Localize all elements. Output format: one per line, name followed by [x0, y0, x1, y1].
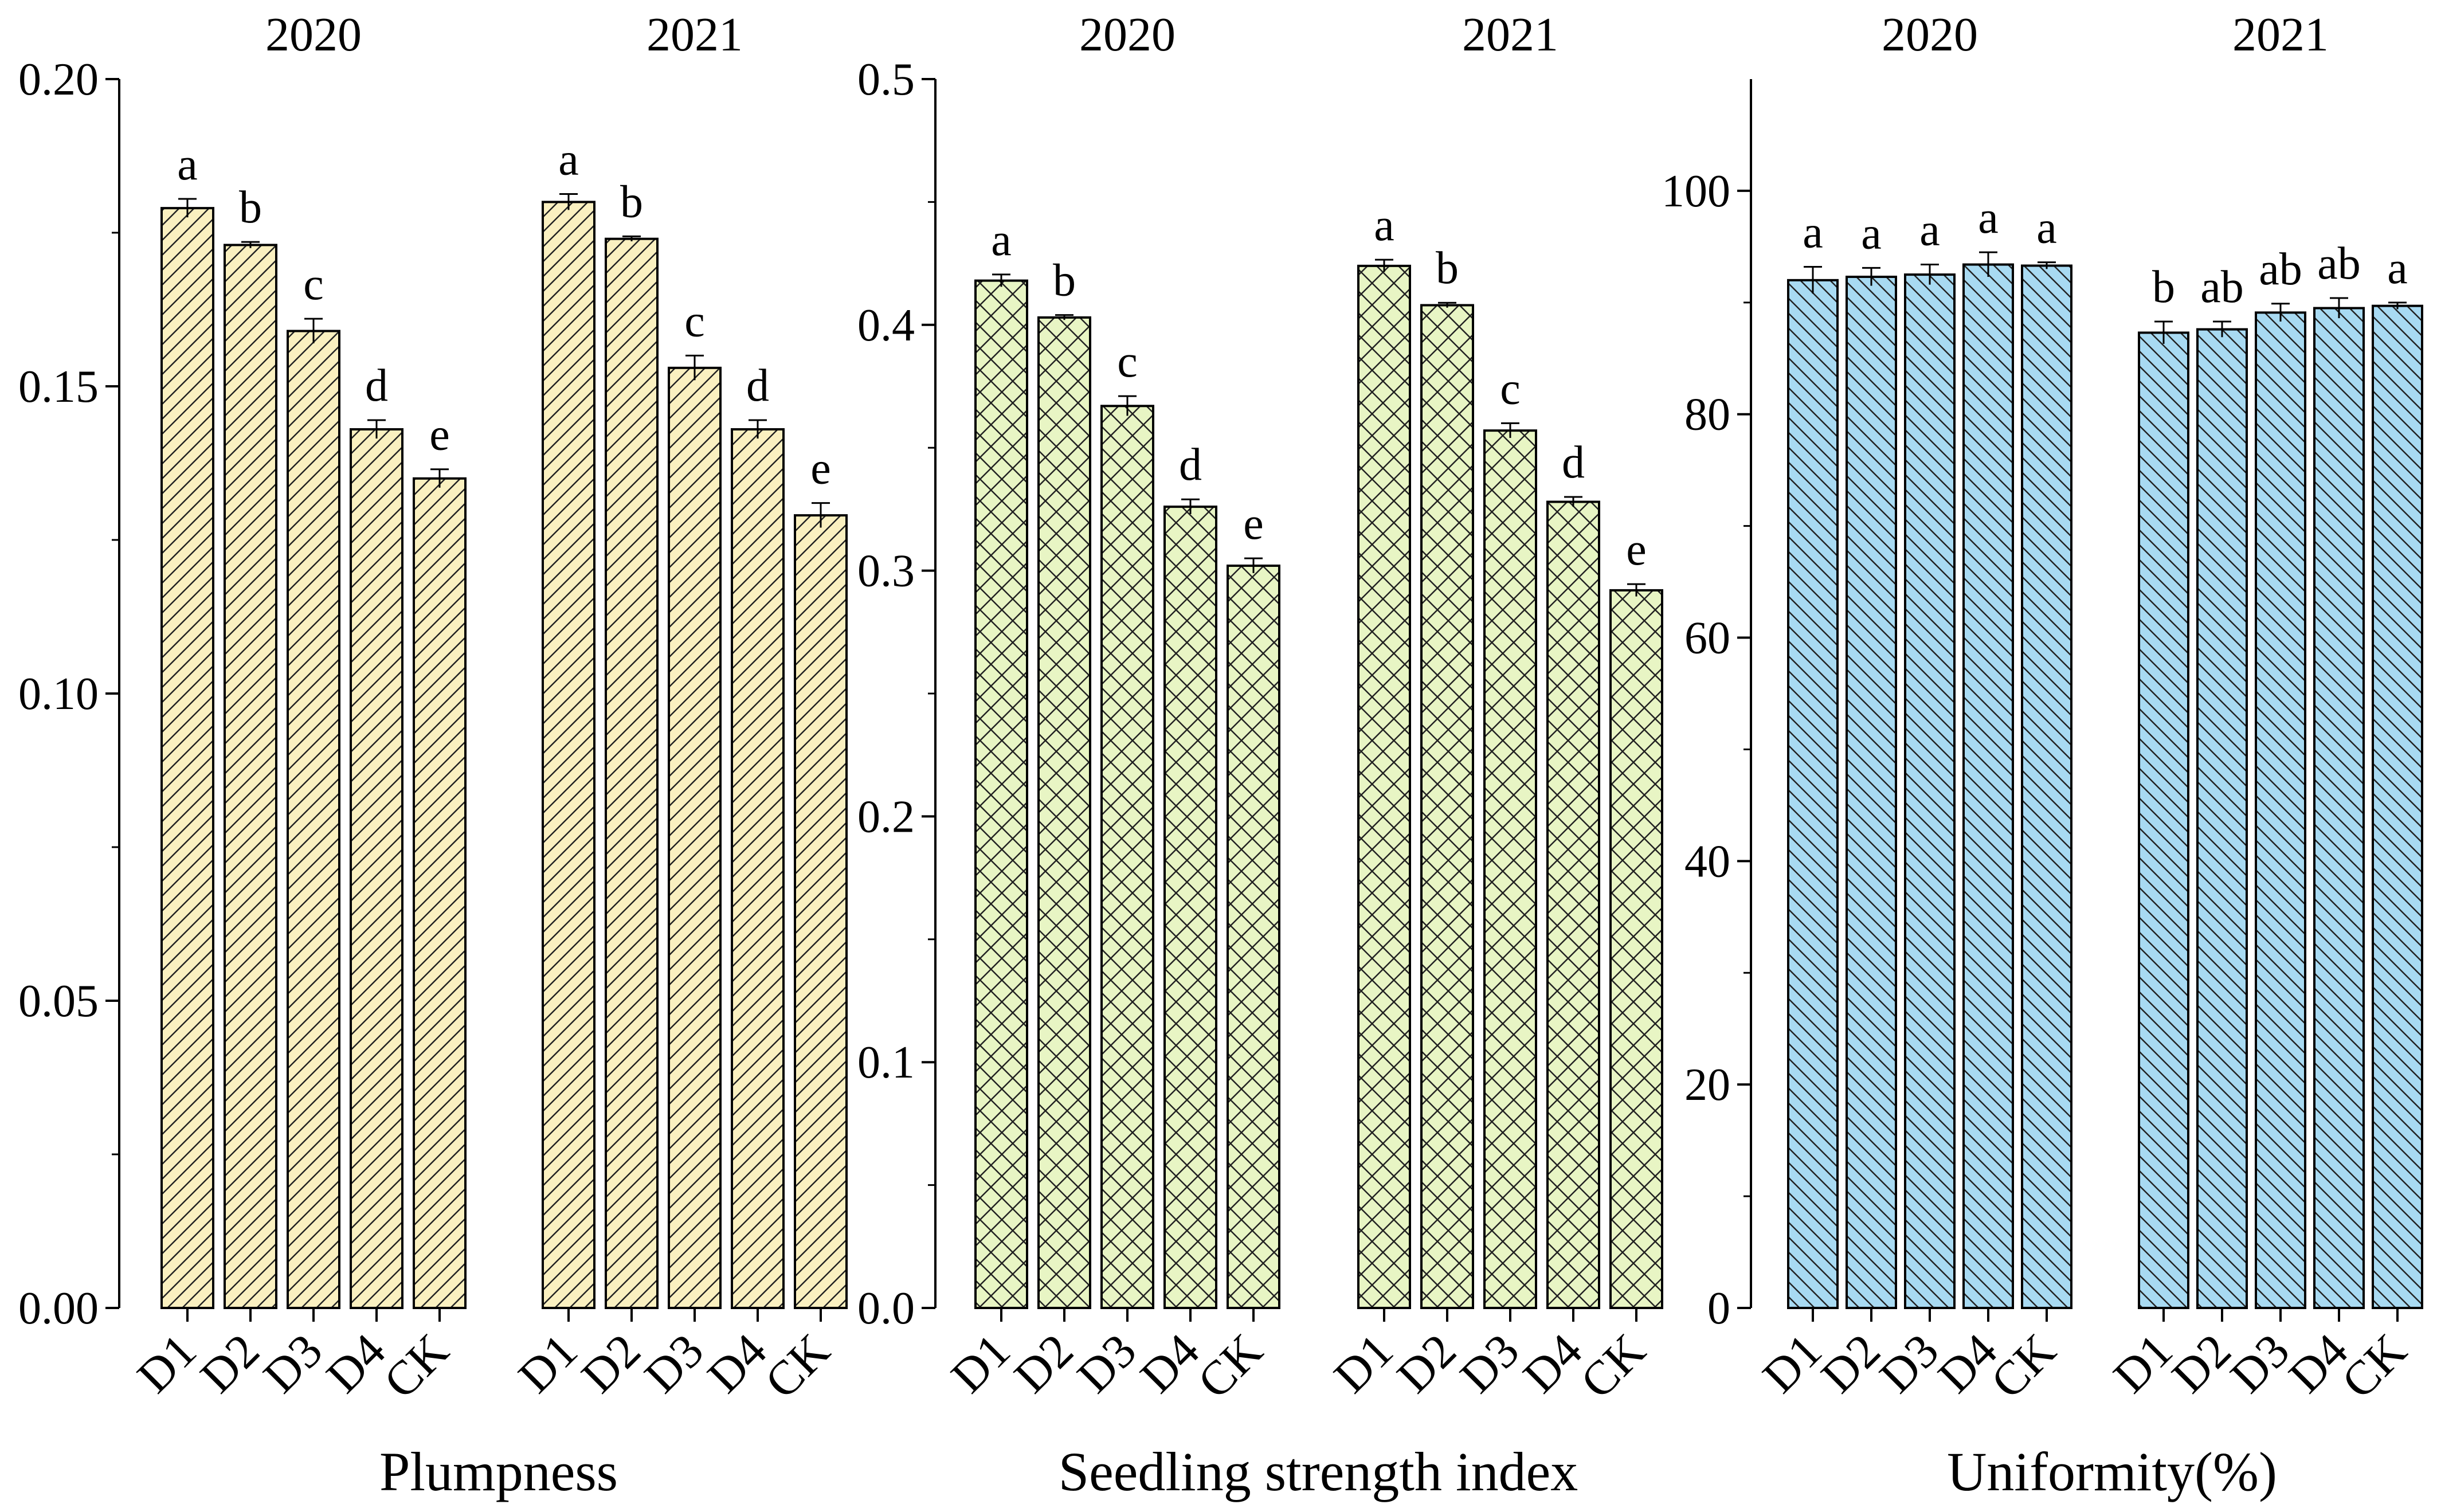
category-label: CK — [755, 1324, 840, 1409]
y-tick-label: 0.2 — [857, 792, 915, 842]
bar-hatch — [2139, 332, 2188, 1309]
significance-letter: e — [429, 410, 450, 460]
significance-letter: b — [2152, 262, 2175, 312]
bar-hatch — [1165, 507, 1216, 1308]
significance-letter: ab — [2200, 262, 2244, 312]
bar-hatch — [351, 429, 402, 1308]
significance-letter: a — [1919, 205, 1940, 256]
year-label: 2020 — [265, 8, 362, 61]
y-tick-label: 0.15 — [18, 362, 99, 412]
bar-hatch — [162, 208, 213, 1308]
y-tick-label: 0.5 — [857, 54, 915, 105]
year-label: 2020 — [1882, 8, 1978, 61]
x-axis-title: Uniformity(%) — [1947, 1441, 2277, 1502]
significance-letter: c — [1500, 363, 1521, 414]
year-label: 2021 — [647, 8, 743, 61]
significance-letter: a — [1861, 208, 1882, 258]
significance-letter: e — [1243, 499, 1264, 549]
significance-letter: b — [620, 177, 643, 227]
significance-letter: b — [1053, 256, 1076, 306]
bar-hatch — [1484, 430, 1536, 1308]
category-label: CK — [1188, 1324, 1272, 1409]
bar-hatch — [288, 331, 339, 1308]
y-tick-label: 0 — [1707, 1283, 1730, 1334]
significance-letter: d — [1179, 440, 1202, 490]
bar-hatch — [1611, 590, 1662, 1308]
bar-hatch — [975, 280, 1027, 1309]
y-tick-label: 40 — [1684, 836, 1730, 887]
bar-hatch — [669, 367, 720, 1308]
category-label: CK — [1981, 1324, 2066, 1409]
significance-letter: a — [2036, 203, 2057, 253]
y-tick-label: 0.05 — [18, 976, 99, 1027]
bar-hatch — [1039, 317, 1090, 1308]
category-label: CK — [374, 1324, 459, 1409]
significance-letter: d — [1562, 437, 1585, 488]
significance-letter: a — [558, 134, 579, 185]
x-axis-title: Plumpness — [379, 1441, 618, 1502]
year-label: 2021 — [2232, 8, 2329, 61]
bar-hatch — [225, 245, 276, 1309]
significance-letter: a — [2387, 243, 2408, 293]
significance-letter: a — [1978, 193, 1999, 243]
bar-hatch — [1228, 566, 1279, 1309]
bar-hatch — [2314, 308, 2364, 1308]
significance-letter: c — [1117, 336, 1138, 387]
bar-hatch — [1421, 305, 1473, 1308]
year-label: 2020 — [1079, 8, 1176, 61]
significance-letter: c — [303, 259, 324, 310]
y-tick-label: 0.3 — [857, 546, 915, 597]
bar-hatch — [1547, 502, 1599, 1308]
bar-hatch — [732, 429, 783, 1308]
chart-panel-3: 0204060801002020aD1aD2aD3aD4aCK2021bD1ab… — [1662, 8, 2423, 1502]
significance-letter: ab — [2259, 244, 2302, 295]
bar-hatch — [1964, 264, 2013, 1309]
y-tick-label: 0.00 — [18, 1283, 99, 1334]
bar-hatch — [606, 238, 657, 1309]
significance-letter: a — [177, 139, 198, 190]
category-label: CK — [1570, 1324, 1655, 1409]
bar-hatch — [1788, 280, 1837, 1308]
category-label: CK — [2332, 1324, 2416, 1409]
bar-hatch — [1905, 275, 1954, 1308]
y-tick-label: 0.20 — [18, 54, 99, 105]
significance-letter: e — [1626, 524, 1647, 575]
significance-letter: c — [684, 296, 705, 346]
chart-panel-1: 0.000.050.100.150.202020aD1bD2cD3dD4eCK2… — [18, 8, 848, 1502]
bar-hatch — [414, 478, 465, 1308]
significance-letter: b — [1436, 243, 1459, 293]
bar-hatch — [543, 202, 594, 1308]
bar-hatch — [1358, 265, 1410, 1309]
y-tick-label: 20 — [1684, 1060, 1730, 1110]
bar-hatch — [2256, 312, 2305, 1308]
significance-letter: ab — [2317, 238, 2361, 289]
significance-letter: d — [746, 361, 769, 411]
y-tick-label: 0.10 — [18, 669, 99, 719]
y-tick-label: 0.4 — [857, 300, 915, 351]
chart-panel-2: 0.00.10.20.30.40.52020aD1bD2cD3dD4eCK202… — [857, 8, 1663, 1502]
significance-letter: b — [239, 182, 262, 233]
y-tick-label: 100 — [1662, 166, 1730, 217]
y-tick-label: 80 — [1684, 390, 1730, 440]
bar-hatch — [2022, 265, 2071, 1308]
x-axis-title: Seedling strength index — [1059, 1441, 1578, 1502]
bar-hatch — [1847, 276, 1896, 1308]
bar-hatch — [2197, 329, 2247, 1308]
y-tick-label: 0.0 — [857, 1283, 915, 1334]
significance-letter: a — [1803, 207, 1823, 257]
significance-letter: e — [810, 444, 831, 494]
year-label: 2021 — [1462, 8, 1558, 61]
significance-letter: a — [1374, 200, 1394, 250]
y-tick-label: 60 — [1684, 613, 1730, 664]
bar-hatch — [795, 515, 847, 1308]
bar-hatch — [2373, 305, 2422, 1308]
significance-letter: d — [365, 361, 388, 411]
bar-hatch — [1102, 406, 1153, 1309]
significance-letter: a — [991, 215, 1012, 265]
y-tick-label: 0.1 — [857, 1037, 915, 1088]
